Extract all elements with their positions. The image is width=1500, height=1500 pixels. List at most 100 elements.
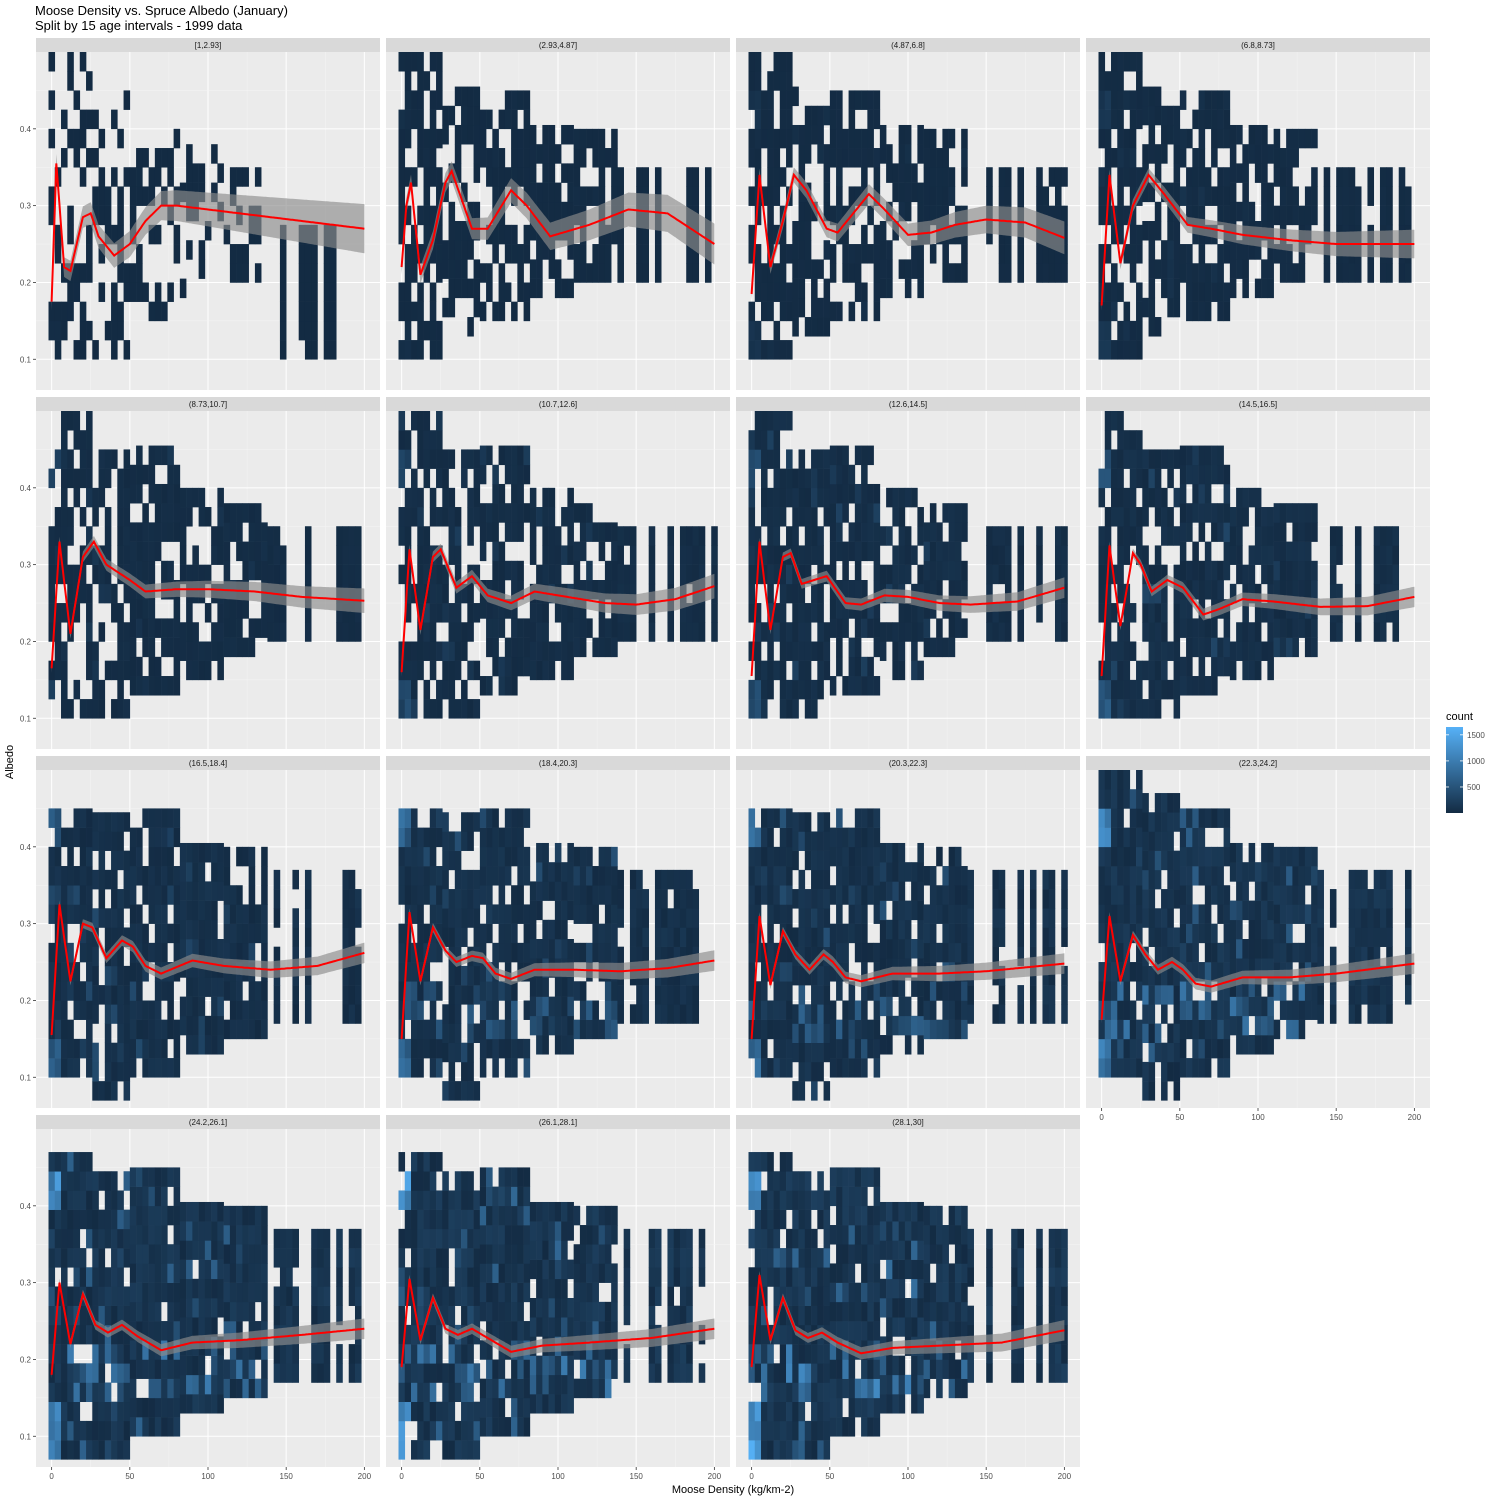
heatmap-tile: [467, 240, 474, 260]
heatmap-tile: [1386, 927, 1393, 947]
heatmap-tile: [1279, 618, 1287, 638]
heatmap-tile: [1136, 923, 1143, 944]
heatmap-tile: [567, 240, 574, 260]
heatmap-tile: [1123, 885, 1131, 905]
heatmap-tile: [111, 946, 118, 967]
heatmap-tile: [586, 1000, 593, 1020]
heatmap-tile: [511, 827, 518, 848]
heatmap-tile: [886, 144, 893, 164]
heatmap-tile: [467, 526, 474, 546]
heatmap-tile: [186, 881, 193, 901]
heatmap-tile: [404, 487, 412, 508]
heatmap-tile: [198, 996, 206, 1017]
heatmap-tile: [323, 282, 331, 302]
heatmap-tile: [811, 1061, 818, 1082]
heatmap-tile: [1104, 641, 1112, 661]
heatmap-tile: [1242, 507, 1249, 527]
heatmap-tile: [1204, 90, 1212, 110]
heatmap-tile: [836, 541, 843, 562]
heatmap-tile: [848, 1000, 856, 1020]
heatmap-tile: [342, 564, 350, 585]
heatmap-tile: [748, 603, 756, 623]
heatmap-tile: [86, 109, 93, 130]
heatmap-tile: [142, 866, 149, 886]
heatmap-tile: [748, 340, 756, 360]
heatmap-tile: [348, 564, 356, 585]
heatmap-tile: [1211, 522, 1218, 542]
heatmap-tile: [242, 560, 249, 581]
heatmap-tile: [648, 622, 656, 642]
heatmap-tile: [448, 831, 456, 851]
heatmap-tile: [1273, 866, 1281, 886]
heatmap-tile: [1117, 583, 1124, 604]
heatmap-tile: [211, 919, 218, 940]
heatmap-tile: [773, 846, 781, 867]
heatmap-tile: [798, 889, 806, 909]
heatmap-tile: [1242, 862, 1249, 882]
heatmap-tile: [792, 297, 799, 318]
heatmap-tile: [1192, 637, 1199, 658]
heatmap-tile: [1173, 144, 1181, 164]
heatmap-tile: [961, 866, 968, 886]
heatmap-tile: [548, 660, 556, 681]
heatmap-tile: [911, 900, 918, 921]
heatmap-tile: [1386, 167, 1393, 187]
heatmap-tile: [1148, 468, 1156, 489]
heatmap-tile: [492, 827, 499, 848]
heatmap-tile: [86, 660, 93, 681]
heatmap-tile: [73, 1382, 81, 1403]
heatmap-tile: [1229, 842, 1237, 863]
heatmap-tile: [861, 808, 868, 828]
heatmap-tile: [136, 827, 143, 848]
heatmap-tile: [398, 923, 406, 944]
heatmap-tile: [611, 618, 618, 638]
heatmap-tile: [1192, 1038, 1199, 1059]
heatmap-tile: [454, 1023, 462, 1044]
heatmap-tile: [523, 618, 531, 638]
heatmap-tile: [1261, 900, 1268, 921]
heatmap-tile: [54, 660, 62, 681]
heatmap-tile: [592, 128, 599, 149]
heatmap-tile: [1154, 679, 1162, 700]
heatmap-tile: [173, 637, 181, 658]
heatmap-tile: [67, 71, 74, 91]
heatmap-tile: [1054, 244, 1062, 264]
heatmap-tile: [461, 908, 468, 928]
heatmap-tile: [773, 487, 781, 508]
heatmap-tile: [1361, 908, 1368, 928]
heatmap-tile: [873, 263, 881, 283]
heatmap-tile: [48, 1382, 56, 1403]
heatmap-tile: [167, 483, 174, 504]
heatmap-tile: [273, 526, 281, 546]
heatmap-tile: [498, 904, 506, 924]
heatmap-tile: [692, 927, 700, 947]
heatmap-tile: [1236, 124, 1243, 145]
heatmap-tile: [542, 881, 549, 901]
heatmap-tile: [1129, 148, 1137, 168]
heatmap-tile: [54, 224, 62, 245]
heatmap-tile: [1267, 259, 1274, 279]
heatmap-tile: [792, 507, 799, 527]
heatmap-tile: [1273, 167, 1281, 187]
heatmap-tile: [92, 1344, 99, 1364]
heatmap-tile: [617, 985, 624, 1005]
heatmap-tile: [786, 1038, 793, 1059]
heatmap-tile: [1098, 340, 1106, 360]
heatmap-tile: [642, 889, 649, 909]
heatmap-tile: [1161, 507, 1168, 527]
heatmap-tile: [123, 622, 131, 642]
heatmap-tile: [67, 1248, 74, 1268]
heatmap-tile: [1204, 503, 1212, 523]
heatmap-tile: [117, 812, 124, 832]
smooth-line: [1100, 545, 1415, 677]
heatmap-tile: [48, 1171, 56, 1191]
heatmap-tile: [761, 545, 768, 565]
heatmap-tile: [1148, 240, 1156, 260]
heatmap-tile: [1161, 278, 1168, 299]
heatmap-tile: [623, 526, 631, 546]
heatmap-tile: [123, 507, 131, 527]
heatmap-tile: [773, 128, 781, 149]
heatmap-tile: [511, 244, 518, 264]
heatmap-tile: [1161, 908, 1168, 928]
heatmap-tile: [504, 904, 512, 924]
